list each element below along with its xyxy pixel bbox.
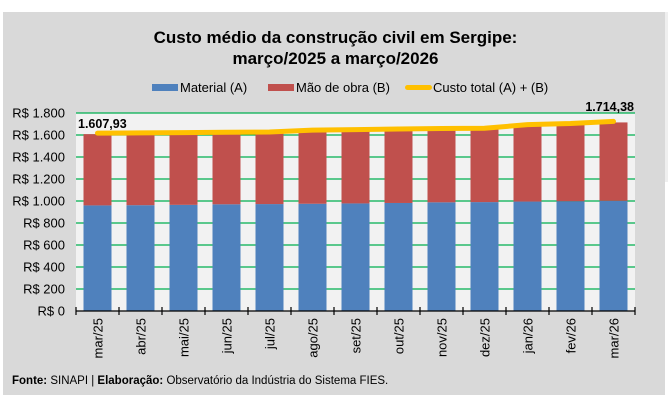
y-tick-label: R$ 400 <box>23 260 65 275</box>
x-tick-label: mar/26 <box>607 318 622 358</box>
bar-material <box>298 203 327 311</box>
x-tick-label: jun/25 <box>220 318 235 354</box>
source-elab-value: Observatório da Indústria do Sistema FIE… <box>163 375 389 387</box>
bar-material <box>384 202 413 311</box>
bar-material <box>599 200 628 311</box>
bar-labor <box>83 134 112 206</box>
x-tick-label: fev/26 <box>564 318 579 353</box>
annotations: 1.607,93 1.714,38 <box>78 100 634 131</box>
bar-labor <box>169 133 198 205</box>
legend-swatch-labor <box>268 83 294 91</box>
bar-material <box>427 202 456 311</box>
data-label-first: 1.607,93 <box>78 117 127 131</box>
bar-labor <box>513 125 542 202</box>
bar-material <box>169 204 198 311</box>
x-tick-label: mai/25 <box>177 318 192 357</box>
bar-material <box>83 205 112 311</box>
bar-labor <box>298 131 327 204</box>
legend-label-total: Custo total (A) + (B) <box>433 79 549 95</box>
x-tick-label: abr/25 <box>134 318 149 355</box>
bar-labor <box>599 122 628 201</box>
bar-labor <box>341 130 370 204</box>
y-tick-label: R$ 1.800 <box>12 106 65 121</box>
source-fonte-value: SINAPI | <box>47 375 98 387</box>
chart-title-line1: Custo médio da construção civil em Sergi… <box>153 28 518 47</box>
x-axis <box>75 307 636 315</box>
x-tick-label: jan/26 <box>521 318 536 354</box>
legend-item-labor: Mão de obra (B) <box>268 79 390 95</box>
y-tick-label: R$ 600 <box>23 238 65 253</box>
x-axis-labels: mar/25 abr/25 mai/25 jun/25 jul/25 ago/25 set/… <box>91 318 622 358</box>
legend: Material (A) Mão de obra (B) Custo total… <box>0 79 671 95</box>
bar-labor <box>126 133 155 206</box>
y-tick-label: R$ 1.000 <box>12 194 65 209</box>
bar-material <box>212 204 241 311</box>
legend-item-material: Material (A) <box>152 79 247 95</box>
source-note: Fonte: SINAPI | Elaboração: Observatório… <box>12 375 388 387</box>
source-fonte-label: Fonte: <box>12 375 48 387</box>
x-tick-label: jul/25 <box>263 318 278 350</box>
bar-labor <box>255 133 284 205</box>
y-tick-label: R$ 800 <box>23 216 65 231</box>
bar-material <box>470 202 499 311</box>
x-tick-label: ago/25 <box>306 318 321 358</box>
y-tick-label: R$ 1.400 <box>12 150 65 165</box>
bar-material <box>513 201 542 311</box>
bar-material <box>556 201 585 311</box>
y-tick-label: R$ 0 <box>38 304 65 319</box>
y-tick-label: R$ 1.600 <box>12 128 65 143</box>
bar-labor <box>427 129 456 203</box>
frame-edge <box>665 12 668 182</box>
legend-item-total: Custo total (A) + (B) <box>405 79 548 95</box>
y-axis-labels: R$ 0 R$ 200 R$ 400 R$ 600 R$ 800 R$ 1.000 R$ 1… <box>12 106 65 319</box>
y-tick-label: R$ 1.200 <box>12 172 65 187</box>
bar-labor <box>470 129 499 203</box>
bars <box>83 122 628 311</box>
total-line <box>95 118 616 136</box>
bar-labor <box>384 130 413 203</box>
bar-material <box>255 204 284 311</box>
source-elab-label: Elaboração: <box>97 375 164 387</box>
bar-labor <box>212 133 241 205</box>
x-tick-label: nov/25 <box>435 318 450 357</box>
x-tick-label: out/25 <box>392 318 407 354</box>
chart-title: Custo médio da construção civil em Sergi… <box>0 27 671 69</box>
legend-label-material: Material (A) <box>180 79 248 95</box>
data-label-last: 1.714,38 <box>585 100 634 114</box>
bar-material <box>126 205 155 311</box>
bar-material <box>341 203 370 311</box>
bar-labor <box>556 124 585 202</box>
x-tick-label: set/25 <box>349 318 364 353</box>
x-tick-label: dez/25 <box>478 318 493 357</box>
legend-label-labor: Mão de obra (B) <box>296 79 390 95</box>
chart-title-line2: março/2025 a março/2026 <box>232 49 439 68</box>
legend-swatch-material <box>152 83 178 91</box>
y-tick-label: R$ 200 <box>23 282 65 297</box>
x-tick-label: mar/25 <box>91 318 106 358</box>
legend-swatch-total <box>405 84 432 90</box>
